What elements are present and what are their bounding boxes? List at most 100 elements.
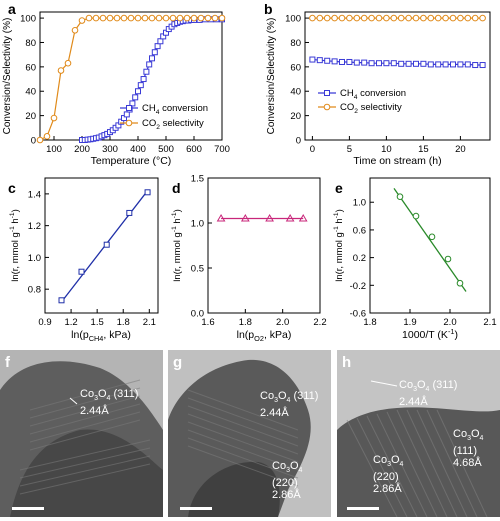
legend-ch4-label-part: 4 bbox=[354, 94, 358, 101]
panel-a-xtick-label: 300 bbox=[102, 144, 118, 155]
panel-e-xtick-label: 2.1 bbox=[483, 317, 496, 328]
annotation-formula-co: Co bbox=[80, 388, 95, 400]
panel-d-ylabel-part: -1 bbox=[171, 212, 178, 218]
annotation-formula-o: O bbox=[277, 390, 287, 402]
co2-selectivity-point bbox=[148, 14, 156, 22]
panel-b-xtick-label: 15 bbox=[418, 144, 429, 155]
ch4-conversion-point bbox=[450, 61, 456, 68]
panel-e-ylabel-part: h bbox=[334, 218, 345, 226]
co2-selectivity-point bbox=[64, 59, 72, 67]
panel-d-ylabel-part: ln( bbox=[172, 270, 183, 281]
panel-a-ytick-label: 100 bbox=[20, 14, 36, 25]
panel-c-xlabel-part: CH4 bbox=[89, 334, 104, 343]
panel-a-ytick-label: 60 bbox=[25, 62, 36, 73]
tem-annotation-g-2: Co3O4 (220) 2.86Å bbox=[272, 460, 302, 501]
ch4-conversion-point bbox=[309, 56, 316, 63]
ch4-conversion-point bbox=[368, 60, 375, 67]
annotation-formula-o: O bbox=[390, 454, 400, 466]
co2-selectivity-point bbox=[449, 14, 457, 22]
legend-ch4-label-part: conversion bbox=[357, 88, 406, 99]
panel-c-ytick-label: 1.0 bbox=[28, 253, 41, 264]
panel-d-axes-frame bbox=[207, 177, 321, 314]
annotation-formula-sub: 3 bbox=[413, 386, 417, 394]
panel-b-xtick-label: 0 bbox=[310, 144, 315, 155]
co2-selectivity-point bbox=[134, 14, 142, 22]
ch4-conversion-point bbox=[123, 111, 130, 118]
panel-d-ylabel-part: -1 bbox=[171, 226, 178, 232]
co2-selectivity-point bbox=[155, 14, 163, 22]
panel-c-ylabel-part: -1 bbox=[9, 212, 16, 218]
co2-selectivity-point bbox=[78, 17, 86, 24]
co2-selectivity-point bbox=[127, 14, 135, 22]
panel-c-xtick-label: 1.8 bbox=[117, 317, 130, 328]
co2-selectivity-point bbox=[85, 14, 93, 22]
co2-selectivity-point bbox=[190, 14, 198, 22]
panel-e-xtick-label: 2.0 bbox=[443, 317, 456, 328]
co2-selectivity-point bbox=[346, 14, 353, 22]
annotation-formula-co: Co bbox=[373, 454, 388, 466]
annotation-formula-sub: 4 bbox=[106, 395, 111, 403]
panel-e-fit-line bbox=[393, 188, 467, 292]
co2-selectivity-point bbox=[405, 14, 412, 22]
co2-selectivity-point bbox=[412, 14, 420, 22]
co2-selectivity-point bbox=[464, 14, 472, 22]
ch4-conversion-point bbox=[135, 88, 141, 95]
co2-selectivity-point bbox=[204, 14, 212, 22]
ch4-conversion-point bbox=[398, 60, 405, 67]
panel-d-ytick-label: 0.0 bbox=[191, 309, 204, 320]
legend-co2-label-part: selectivity bbox=[358, 102, 402, 113]
panel-c-data-point bbox=[78, 268, 85, 275]
legend-co2-marker bbox=[323, 103, 331, 111]
legend-ch4-label: CH4 conversion bbox=[340, 88, 406, 101]
legend-co2-label-part: 2 bbox=[156, 124, 160, 131]
ch4-conversion-point bbox=[464, 61, 471, 68]
legend-co2-label: CO2 selectivity bbox=[142, 118, 204, 131]
panel-e-ylabel-part: -1 bbox=[333, 226, 340, 232]
co2-selectivity-point bbox=[197, 14, 205, 22]
annotation-spacing: 2.44Å bbox=[260, 407, 289, 420]
annotation-plane: (311) bbox=[429, 379, 458, 391]
panel-b-ytick-label: 60 bbox=[290, 62, 301, 73]
panel-d-ylabel: ln(r, mmol g-1 h-1) bbox=[171, 209, 183, 282]
panel-d-xtick-label: 1.6 bbox=[201, 317, 214, 328]
panel-b-label: b bbox=[264, 1, 273, 17]
annotation-formula-sub: 3 bbox=[94, 395, 98, 403]
ch4-conversion-point bbox=[137, 82, 144, 89]
panel-d-ylabel-part: r bbox=[172, 268, 183, 271]
panel-e-data-point bbox=[396, 193, 404, 200]
panel-a-ytick-label: 40 bbox=[25, 87, 36, 98]
panel-e-xlabel-part: 1000/T (K bbox=[402, 329, 448, 341]
ch4-conversion-point bbox=[361, 59, 368, 66]
panel-d-data-point bbox=[240, 214, 250, 222]
panel-e-xlabel-part: ) bbox=[454, 329, 458, 341]
annotation-formula-sub: 3 bbox=[387, 461, 391, 469]
panel-e-ylabel-part: ln( bbox=[334, 270, 345, 281]
co2-selectivity-point bbox=[420, 14, 427, 22]
co2-selectivity-point bbox=[427, 14, 435, 22]
legend-co2-label-part: CO bbox=[340, 102, 354, 113]
panel-label-g: g bbox=[173, 354, 183, 371]
co2-selectivity-point bbox=[316, 14, 324, 22]
panel-a-ytick-label: 0 bbox=[31, 136, 36, 147]
co2-selectivity-point bbox=[457, 14, 464, 22]
panel-e-axes-frame bbox=[369, 177, 491, 314]
panel-b-ytick-label: 100 bbox=[285, 14, 301, 25]
ch4-conversion-point bbox=[457, 61, 464, 68]
ch4-conversion-point bbox=[420, 60, 427, 67]
panel-c-xtick-label: 0.9 bbox=[38, 317, 51, 328]
co2-selectivity-point bbox=[50, 114, 58, 122]
panel-c-xlabel-part: p bbox=[83, 329, 89, 341]
panel-e-ylabel-part: , mmol g bbox=[334, 232, 345, 268]
panel-d-xtick-label: 2.0 bbox=[276, 317, 289, 328]
panel-b-ylabel: Conversion/Selectivity (%) bbox=[266, 18, 277, 135]
tem-image-g: g Co3O4 (311) 2.44Å Co3O4 (220) 2.86Å bbox=[168, 350, 331, 517]
panel-a-label: a bbox=[8, 1, 16, 17]
ch4-conversion-point bbox=[143, 68, 150, 75]
ch4-conversion-line bbox=[312, 58, 483, 66]
co2-selectivity-point bbox=[169, 14, 177, 22]
panel-e-ylabel: ln(r, mmol g-1 h-1) bbox=[333, 209, 345, 282]
annotation-plane: (220) bbox=[272, 477, 298, 490]
tem-image-h: h Co3O4 (311) 2.44Å Co3O4 (220) 2.86Å Co… bbox=[337, 350, 500, 517]
panel-e-ytick-label: 0.6 bbox=[353, 225, 366, 236]
ch4-conversion-point bbox=[479, 62, 486, 69]
